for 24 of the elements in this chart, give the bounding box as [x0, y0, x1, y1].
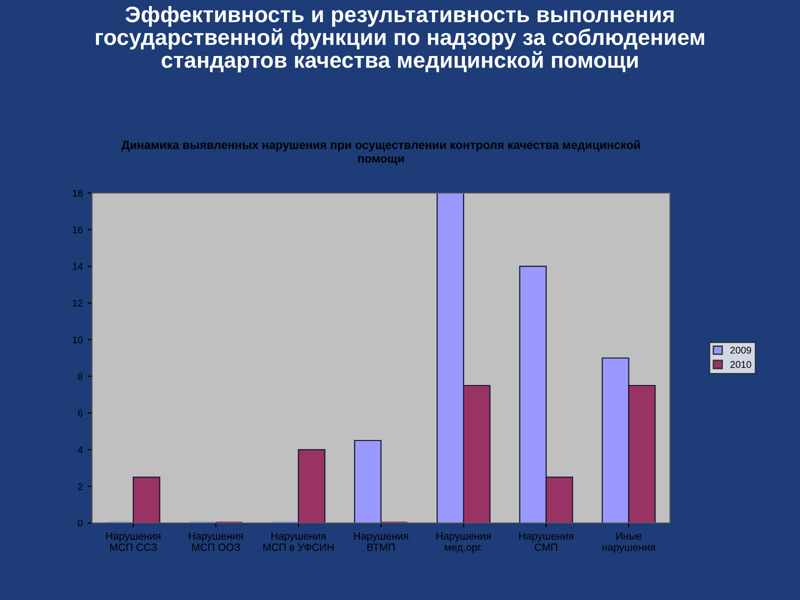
legend-label: 2010: [730, 361, 752, 368]
bar: [132, 476, 160, 523]
y-tick-label: 2: [78, 483, 82, 490]
x-tick-label: Нарушения ВТМП: [354, 532, 408, 551]
x-tick-label: Нарушения МСП в УФСИН: [263, 532, 334, 551]
y-tick-label: 18: [72, 190, 83, 197]
y-tick-label: 8: [78, 373, 83, 380]
chart-subtitle: Динамика выявленных нарушения при осуществлении контроля качества медицинской помощи: [121, 140, 640, 165]
y-tick-label: 0: [78, 520, 83, 527]
y-tick-label: 16: [72, 226, 83, 234]
y-tick-label: 12: [72, 300, 82, 307]
bar: [354, 440, 382, 523]
y-tick-label: 14: [72, 263, 83, 270]
x-tick-label: Нарушения мед.орг.: [436, 532, 491, 553]
y-tick-label: 4: [78, 446, 83, 454]
legend-label: 2009: [730, 346, 752, 354]
y-tick-label: 10: [72, 336, 83, 344]
bar: [298, 449, 326, 523]
y-tick-label: 6: [78, 410, 83, 417]
x-tick-label: Иные нарушения: [602, 532, 655, 553]
x-tick-label: Нарушения МСП ООЗ: [188, 532, 243, 551]
x-tick-label: Нарушения МСП ССЗ: [106, 532, 160, 551]
x-tick-label: Нарушения СМП: [519, 532, 574, 551]
chart-title: Эффективность и результативность выполнения государственной функции по надзору за соблюдением стандартов качества медицинской помощи: [96, 6, 704, 72]
